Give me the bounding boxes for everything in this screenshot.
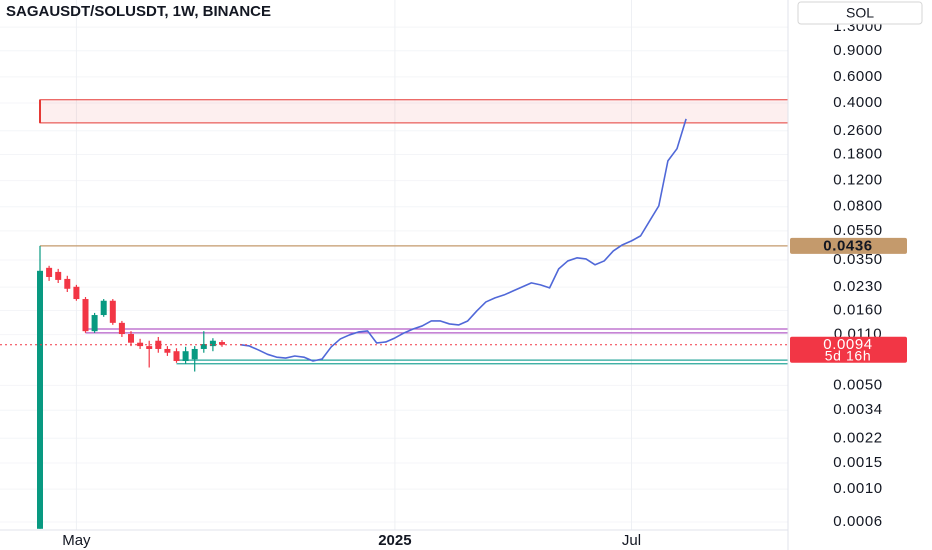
candle-body: [164, 348, 171, 353]
y-tick-label: 0.0230: [833, 278, 882, 295]
x-tick-label: Jul: [622, 532, 641, 549]
candle-body: [191, 348, 198, 360]
y-tick-label: 0.0350: [833, 251, 882, 268]
y-tick-label: 0.0160: [833, 301, 882, 318]
y-tick-label: 0.0050: [833, 376, 882, 393]
y-tick-label: 0.1200: [833, 172, 882, 189]
candle-body: [182, 351, 189, 362]
candle-body: [46, 267, 53, 277]
y-tick-label: 0.0800: [833, 198, 882, 215]
plot: [0, 99, 789, 529]
y-tick-label: 0.2600: [833, 122, 882, 139]
y-tick-label: 0.0034: [833, 401, 882, 418]
candle-body: [155, 340, 162, 349]
candle-body: [146, 346, 153, 349]
candle-body: [100, 300, 107, 316]
candle-body: [109, 300, 116, 323]
candle-body: [118, 322, 125, 335]
x-tick-label: 2025: [378, 532, 411, 549]
candle-body: [55, 271, 62, 280]
x-tick-label: May: [62, 532, 91, 549]
candle-body: [64, 278, 71, 289]
currency-button[interactable]: [797, 1, 923, 25]
candle-body: [73, 286, 80, 300]
y-tick-label: 0.4000: [833, 94, 882, 111]
candle-body: [173, 351, 180, 362]
y-tick-label: 0.6000: [833, 68, 882, 85]
y-tick-label: 0.0022: [833, 429, 882, 446]
candle-body: [37, 270, 43, 529]
projection-line: [240, 118, 687, 362]
currency-label[interactable]: SOL: [846, 5, 874, 21]
y-tick-label: 0.0010: [833, 480, 882, 497]
y-tick-label: 0.9000: [833, 42, 882, 59]
last-price-label: 0.0094: [823, 336, 872, 353]
countdown-label: 5d 16h: [825, 347, 871, 363]
y-tick-label: 0.0550: [833, 222, 882, 239]
y-tick-label: 0.0015: [833, 454, 882, 471]
candle-body: [128, 334, 134, 343]
candle-body: [82, 299, 89, 332]
zone: [39, 99, 789, 124]
candle-body: [200, 344, 207, 349]
chart-title: SAGAUSDT/SOLUSDT, 1W, BINANCE: [6, 3, 271, 20]
y-tick-label: 0.0006: [833, 513, 882, 530]
y-tick-label: 0.1800: [833, 145, 882, 162]
candle-body: [219, 342, 225, 345]
grid: [0, 0, 788, 530]
last-price-box: [790, 336, 907, 363]
level-label: 0.0436: [823, 237, 872, 254]
level-label-box: [790, 237, 907, 254]
candle-body: [91, 315, 98, 332]
candle-body: [209, 340, 216, 347]
